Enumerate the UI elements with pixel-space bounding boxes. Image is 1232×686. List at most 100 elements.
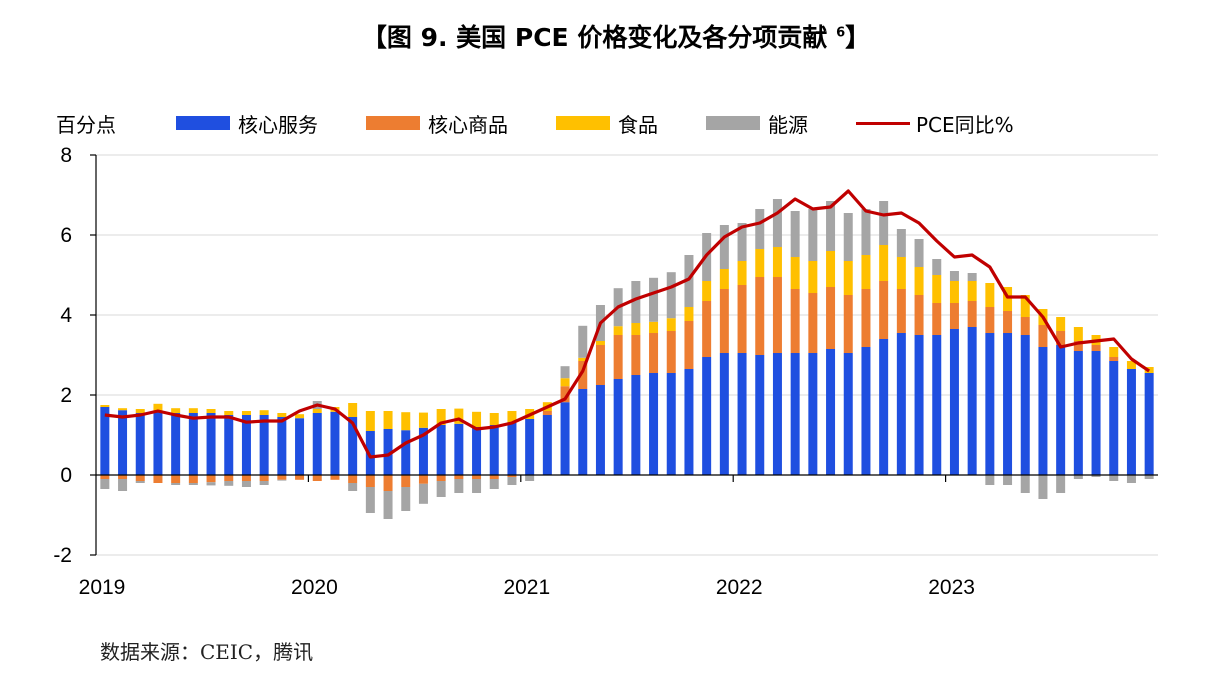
bar-segment (578, 389, 588, 475)
bar-segment (489, 425, 499, 475)
bar-segment (631, 335, 641, 375)
bar-segment (861, 289, 871, 347)
legend-label-core-services: 核心服务 (238, 112, 318, 137)
bar-segment (1144, 475, 1154, 479)
bar-segment (472, 411, 482, 427)
bar-segment (171, 413, 181, 475)
legend-swatch-food (556, 116, 610, 130)
bar-segment (1109, 357, 1119, 361)
bar-segment (808, 209, 818, 261)
bar-segment (489, 475, 499, 479)
bar-segment (949, 281, 959, 303)
bar-segment (613, 379, 623, 475)
bar-segment (649, 321, 659, 333)
bar-segment (206, 482, 216, 486)
bar-segment (118, 408, 128, 411)
bar-segment (684, 321, 694, 369)
bar-segment (100, 479, 110, 489)
bar-segment (224, 481, 234, 486)
bar-segment (1091, 345, 1101, 351)
bar-segment (525, 475, 535, 481)
bar-segment (1126, 475, 1136, 483)
bar-segment (649, 277, 659, 322)
bar-segment (896, 333, 906, 475)
bar-segment (1020, 475, 1030, 493)
bar-segment (472, 479, 482, 493)
bar-segment (1038, 325, 1048, 347)
bar-segment (542, 415, 552, 475)
bar-segment (100, 405, 110, 407)
bar-segment (1056, 317, 1066, 331)
bar-segment (896, 257, 906, 289)
bar-segment (772, 353, 782, 475)
bar-segment (241, 415, 251, 475)
legend-label-food: 食品 (618, 112, 658, 137)
bar-segment (454, 475, 464, 479)
bar-segment (719, 225, 729, 269)
bar-segment (967, 327, 977, 475)
legend-swatch-pce-yoy (856, 121, 910, 125)
bar-segment (578, 325, 588, 358)
bar-segment (241, 411, 251, 415)
x-tick-label: 2019 (79, 576, 126, 599)
bar-segment (401, 412, 411, 431)
bar-segment (330, 411, 340, 475)
bar-segment (312, 409, 322, 413)
bar-segment (224, 475, 234, 481)
bar-segment (259, 415, 269, 475)
bar-segment (1003, 475, 1013, 485)
bar-segment (224, 411, 234, 415)
bar-segment (188, 483, 198, 485)
bar-segment (826, 201, 836, 251)
bar-segment (436, 475, 446, 481)
bar-segment (949, 303, 959, 329)
bar-segment (1073, 475, 1083, 479)
bar-segment (843, 295, 853, 353)
bar-segment (1056, 331, 1066, 345)
y-tick-label: 4 (60, 304, 72, 327)
bar-segment (843, 353, 853, 475)
bar-segment (737, 353, 747, 475)
bar-segment (932, 259, 942, 275)
bar-segment (507, 411, 517, 423)
bar-segment (702, 281, 712, 301)
bar-segment (737, 261, 747, 285)
bar-segment (755, 249, 765, 277)
bar-segment (383, 491, 393, 519)
bar-segment (560, 366, 570, 379)
bar-segment (1056, 475, 1066, 493)
bar-segment (206, 413, 216, 475)
bar-segment (772, 199, 782, 247)
bar-segment (861, 347, 871, 475)
bar-segment (896, 289, 906, 333)
bar-segment (737, 223, 747, 261)
bar-segment (401, 475, 411, 487)
legend-item-core-services: 核心服务 (176, 109, 318, 138)
bar-segment (418, 412, 428, 428)
bar-segment (755, 209, 765, 249)
bar-segment (719, 289, 729, 353)
bar-segment (826, 251, 836, 287)
bar-segment (914, 239, 924, 267)
bar-segment (1073, 341, 1083, 351)
bar-segment (826, 349, 836, 475)
chart-title-end: 】 (845, 23, 871, 52)
legend-item-energy: 能源 (706, 109, 808, 138)
bar-segment (1109, 347, 1119, 357)
bar-segment (649, 373, 659, 475)
bar-segment (861, 209, 871, 255)
bar-segment (277, 413, 287, 417)
bar-segment (365, 411, 375, 431)
title-footnote: 6 (836, 25, 846, 41)
bar-segment (135, 475, 145, 481)
bar-segment (719, 353, 729, 475)
bar-segment (1126, 361, 1136, 369)
bar-segment (277, 417, 287, 475)
y-tick-label: 2 (60, 384, 72, 407)
bar-segment (383, 429, 393, 475)
bar-segment (135, 481, 145, 483)
bar-segment (100, 475, 110, 479)
bar-segment (896, 229, 906, 257)
legend-swatch-core-goods (366, 116, 420, 130)
bar-segment (206, 475, 216, 483)
